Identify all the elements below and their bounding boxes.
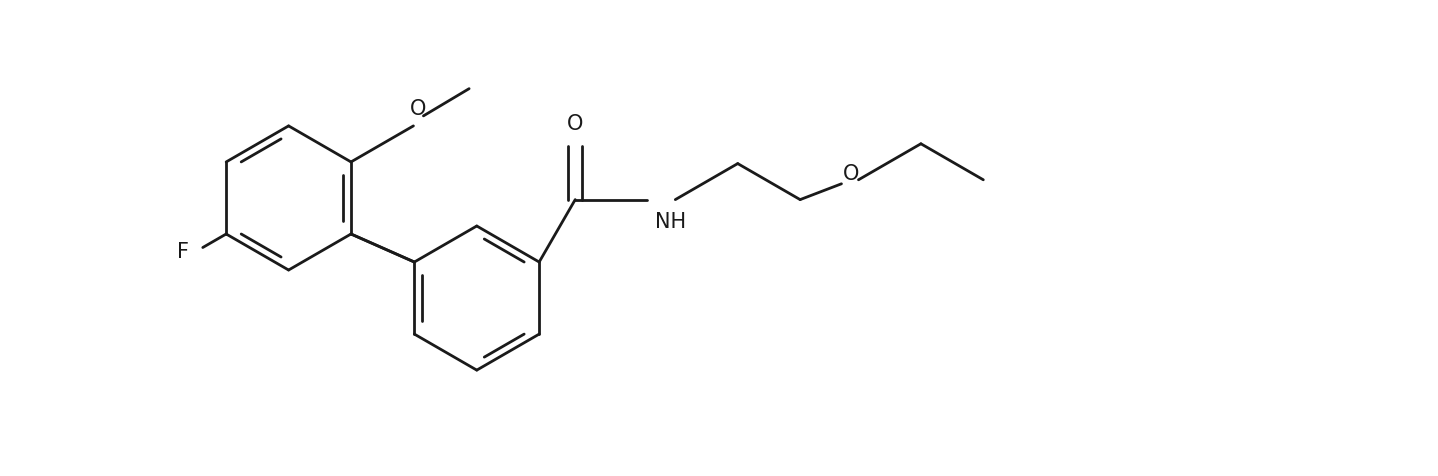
Text: O: O: [843, 164, 860, 184]
Text: O: O: [410, 99, 427, 119]
Text: F: F: [177, 241, 188, 261]
Text: NH: NH: [656, 212, 686, 232]
Text: O: O: [567, 114, 584, 134]
